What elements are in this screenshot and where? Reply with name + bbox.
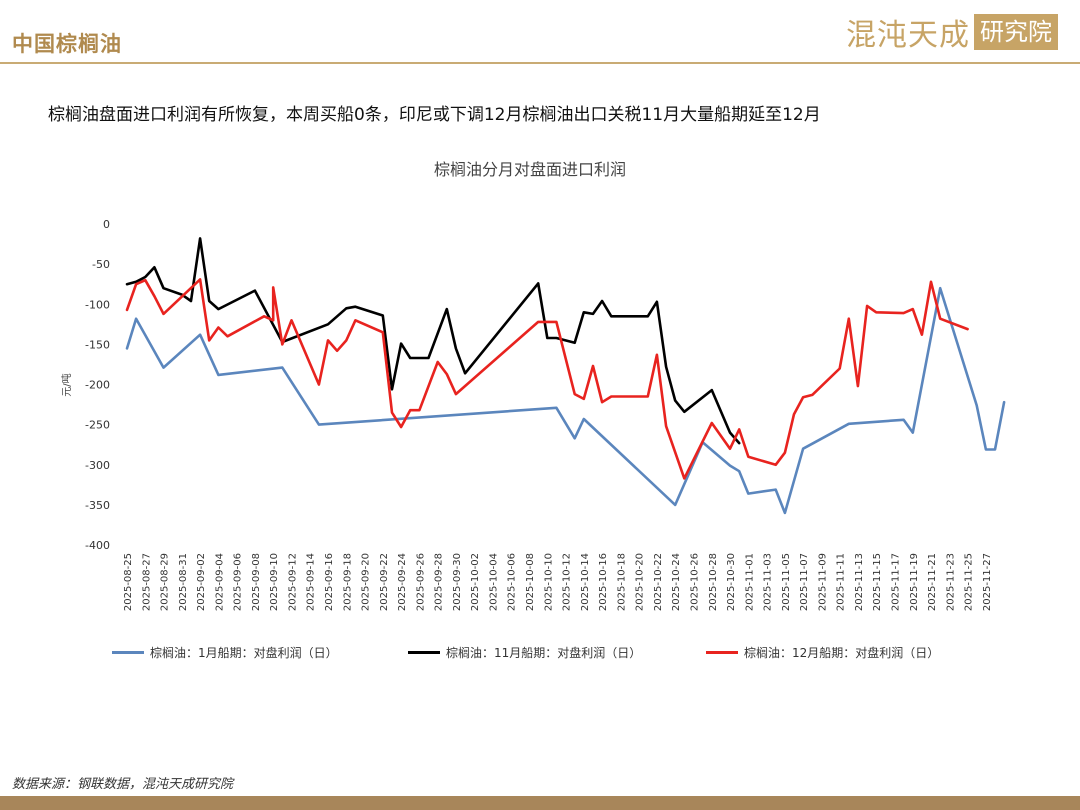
x-tick-label: 2025-08-29 xyxy=(160,553,171,611)
y-tick-label: -200 xyxy=(85,379,110,392)
y-tick-label: -150 xyxy=(85,338,110,351)
x-tick-label: 2025-09-20 xyxy=(361,553,372,611)
headline: 棕榈油盘面进口利润有所恢复，本周买船0条，印尼或下调12月棕榈油出口关税11月大… xyxy=(48,105,821,125)
legend-label-jan: 棕榈油：1月船期：对盘利润（日） xyxy=(150,646,338,660)
data-source: 数据来源：钢联数据，混沌天成研究院 xyxy=(12,777,234,792)
x-tick-label: 2025-10-18 xyxy=(616,553,627,611)
x-tick-label: 2025-11-07 xyxy=(799,553,810,611)
y-axis-label: 元/吨 xyxy=(60,373,73,396)
legend-label-nov: 棕榈油：11月船期：对盘利润（日） xyxy=(446,646,642,660)
x-tick-label: 2025-09-04 xyxy=(214,553,225,611)
legend-label-dec: 棕榈油：12月船期：对盘利润（日） xyxy=(744,646,940,660)
x-tick-label: 2025-09-10 xyxy=(269,553,280,611)
profit-line-chart: 棕榈油分月对盘面进口利润 0 -50 -100 -150 -200 -250 -300 -35… xyxy=(60,160,1006,611)
header: 中国棕榈油 混沌天成 研究院 xyxy=(0,0,1080,64)
legend-swatch-nov xyxy=(408,651,440,654)
x-tick-label: 2025-08-27 xyxy=(141,553,152,611)
x-tick-label: 2025-11-11 xyxy=(836,553,847,611)
x-tick-label: 2025-09-24 xyxy=(397,553,408,611)
x-tick-label: 2025-10-26 xyxy=(689,553,700,611)
x-tick-label: 2025-11-23 xyxy=(945,553,956,611)
x-tick-label: 2025-08-31 xyxy=(178,553,189,611)
legend-item-jan: 棕榈油：1月船期：对盘利润（日） xyxy=(112,644,338,661)
logo-text: 混沌天成 xyxy=(846,18,970,53)
x-tick-label: 2025-11-15 xyxy=(872,553,883,611)
brand-logo: 混沌天成 研究院 xyxy=(846,12,1058,53)
y-tick-label: 0 xyxy=(103,218,110,231)
x-tick-label: 2025-09-26 xyxy=(415,553,426,611)
logo-box-text: 研究院 xyxy=(974,14,1058,50)
x-tick-label: 2025-11-03 xyxy=(763,553,774,611)
x-tick-label: 2025-11-05 xyxy=(781,553,792,611)
y-tick-label: -100 xyxy=(85,298,110,311)
x-tick-label: 2025-10-06 xyxy=(507,553,518,611)
x-tick-label: 2025-09-14 xyxy=(306,553,317,611)
y-tick-label: -400 xyxy=(85,539,110,552)
x-tick-label: 2025-11-13 xyxy=(854,553,865,611)
x-tick-label: 2025-09-12 xyxy=(287,553,298,611)
x-tick-label: 2025-10-02 xyxy=(470,553,481,611)
x-tick-label: 2025-10-28 xyxy=(708,553,719,611)
x-tick-label: 2025-09-02 xyxy=(196,553,207,611)
x-tick-label: 2025-08-25 xyxy=(123,553,134,611)
x-tick-label: 2025-09-30 xyxy=(452,553,463,611)
x-tick-label: 2025-10-20 xyxy=(635,553,646,611)
section-title: 中国棕榈油 xyxy=(12,32,122,56)
x-axis: 2025-08-25 2025-08-27 2025-08-29 2025-08-31… xyxy=(123,553,993,611)
x-tick-label: 2025-10-10 xyxy=(543,553,554,611)
x-tick-label: 2025-09-06 xyxy=(233,553,244,611)
y-tick-label: -50 xyxy=(92,258,110,271)
series-lines xyxy=(125,237,1006,515)
x-tick-label: 2025-09-28 xyxy=(434,553,445,611)
header-divider xyxy=(0,62,1080,64)
y-tick-label: -350 xyxy=(85,499,110,512)
chart-legend: 棕榈油：1月船期：对盘利润（日） 棕榈油：11月船期：对盘利润（日） 棕榈油：1… xyxy=(0,644,1080,664)
x-tick-label: 2025-11-27 xyxy=(982,553,993,611)
x-tick-label: 2025-10-08 xyxy=(525,553,536,611)
series-line-0 xyxy=(125,286,1006,515)
x-tick-label: 2025-11-01 xyxy=(744,553,755,611)
x-tick-label: 2025-10-30 xyxy=(726,553,737,611)
x-tick-label: 2025-10-22 xyxy=(653,553,664,611)
x-tick-label: 2025-09-08 xyxy=(251,553,262,611)
legend-swatch-dec xyxy=(706,651,738,654)
x-tick-label: 2025-09-18 xyxy=(342,553,353,611)
x-tick-label: 2025-09-16 xyxy=(324,553,335,611)
x-tick-label: 2025-11-19 xyxy=(909,553,920,611)
x-tick-label: 2025-10-04 xyxy=(488,553,499,611)
y-tick-label: -250 xyxy=(85,419,110,432)
series-line-2 xyxy=(125,278,969,480)
x-tick-label: 2025-11-21 xyxy=(927,553,938,611)
y-tick-label: -300 xyxy=(85,459,110,472)
x-tick-label: 2025-10-12 xyxy=(562,553,573,611)
x-tick-label: 2025-10-14 xyxy=(580,553,591,611)
x-tick-label: 2025-11-17 xyxy=(890,553,901,611)
x-tick-label: 2025-11-25 xyxy=(964,553,975,611)
series-line-1 xyxy=(125,237,741,445)
x-tick-label: 2025-09-22 xyxy=(379,553,390,611)
y-axis: 0 -50 -100 -150 -200 -250 -300 -350 -400 xyxy=(85,218,110,552)
footer-bar xyxy=(0,796,1080,810)
x-tick-label: 2025-10-16 xyxy=(598,553,609,611)
chart-title: 棕榈油分月对盘面进口利润 xyxy=(434,160,626,179)
legend-item-nov: 棕榈油：11月船期：对盘利润（日） xyxy=(408,644,641,661)
legend-swatch-jan xyxy=(112,651,144,654)
x-tick-label: 2025-10-24 xyxy=(671,553,682,611)
legend-item-dec: 棕榈油：12月船期：对盘利润（日） xyxy=(706,644,939,661)
x-tick-label: 2025-11-09 xyxy=(817,553,828,611)
